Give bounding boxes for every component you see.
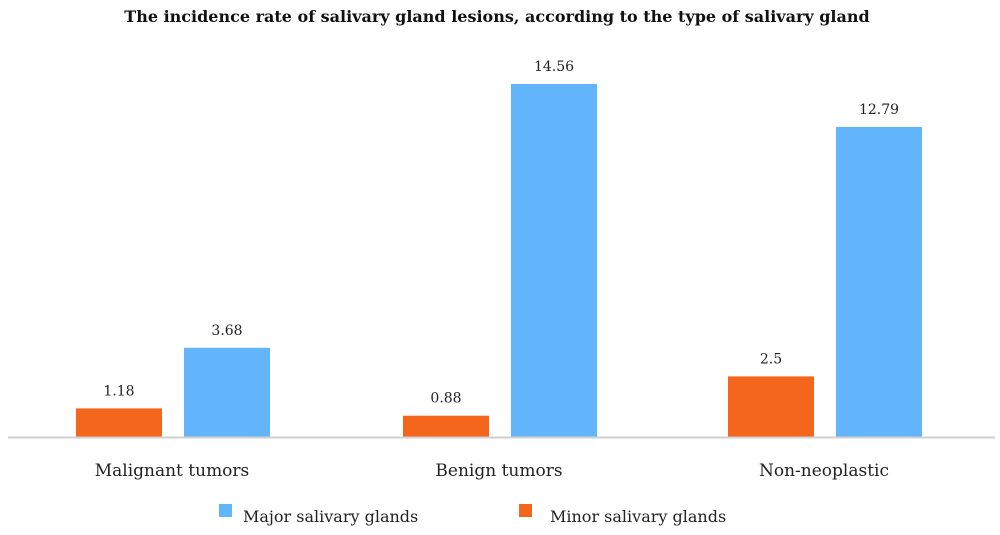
- chart-title: The incidence rate of salivary gland les…: [124, 7, 869, 26]
- category-labels: Malignant tumors Benign tumors Non-neoplas…: [95, 461, 889, 481]
- category-label-benign-tumors: Benign tumors: [435, 461, 562, 481]
- bar-malignant-tumors-major-salivary-glands: [184, 347, 270, 437]
- bar-benign-tumors-major-salivary-glands: [511, 84, 597, 437]
- bar-non-neoplastic-major-salivary-glands: [836, 126, 922, 438]
- value-label-malignant-tumors-minor-salivary-glands: 1.18: [103, 383, 134, 399]
- legend-label-minor-salivary-glands: Minor salivary glands: [550, 507, 726, 526]
- value-label-non-neoplastic-major-salivary-glands: 12.79: [859, 102, 899, 118]
- value-label-benign-tumors-major-salivary-glands: 14.56: [534, 59, 574, 75]
- value-label-malignant-tumors-major-salivary-glands: 3.68: [211, 323, 242, 339]
- value-label-benign-tumors-minor-salivary-glands: 0.88: [430, 391, 461, 407]
- legend-swatch-minor-salivary-glands: [519, 504, 532, 517]
- bar-benign-tumors-minor-salivary-glands: [403, 415, 489, 437]
- category-label-malignant-tumors: Malignant tumors: [95, 461, 250, 481]
- bar-malignant-tumors-minor-salivary-glands: [76, 408, 162, 437]
- value-label-non-neoplastic-minor-salivary-glands: 2.5: [760, 351, 782, 367]
- category-label-non-neoplastic: Non-neoplastic: [759, 461, 889, 481]
- legend: Major salivary glands Minor salivary glan…: [219, 504, 726, 526]
- bars-group: 1.18 3.68 0.88 14.56 2.5 12.79: [76, 59, 922, 438]
- bar-non-neoplastic-minor-salivary-glands: [728, 376, 814, 437]
- legend-label-major-salivary-glands: Major salivary glands: [243, 507, 418, 526]
- legend-swatch-major-salivary-glands: [219, 504, 232, 517]
